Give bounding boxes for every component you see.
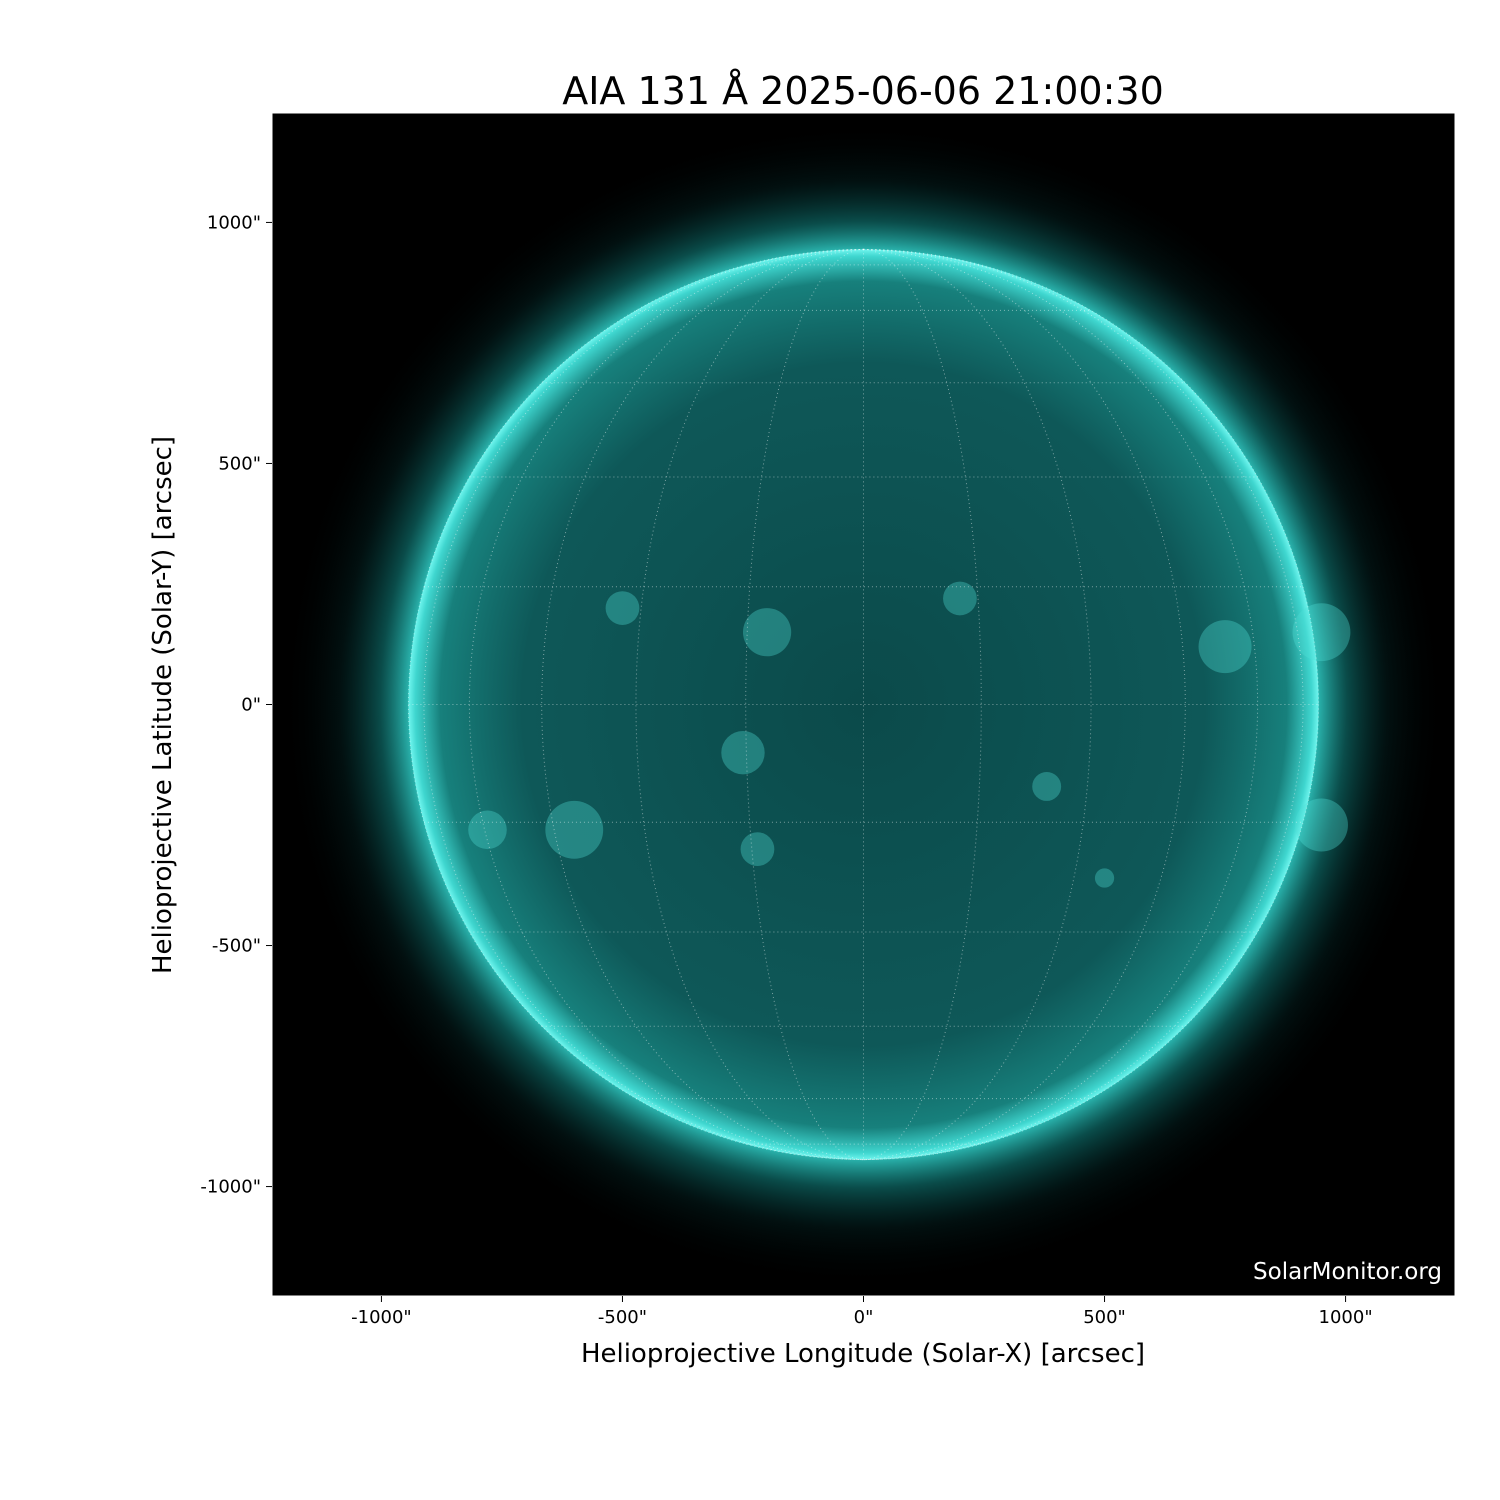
watermark: SolarMonitor.org bbox=[1253, 1259, 1442, 1285]
active-regions bbox=[468, 581, 1351, 888]
active-region bbox=[1094, 868, 1115, 888]
x-axis-ticks: -1000" -500" 0" 500" 1000" bbox=[351, 1296, 1373, 1328]
solar-disk bbox=[408, 249, 1319, 1160]
y-tick-label: 0" bbox=[241, 695, 261, 716]
y-tick-label: -500" bbox=[212, 936, 261, 957]
active-region bbox=[742, 608, 792, 657]
x-axis-label: Helioprojective Longitude (Solar-X) [arc… bbox=[581, 1339, 1145, 1369]
limb-line bbox=[407, 248, 1320, 1161]
x-tick-label: 500" bbox=[1083, 1307, 1126, 1328]
y-tick-label: 500" bbox=[218, 453, 261, 474]
active-region bbox=[1292, 603, 1351, 662]
active-region bbox=[545, 800, 604, 859]
plot-title: AIA 131 Å 2025-06-06 21:00:30 bbox=[562, 69, 1164, 113]
y-tick-label: 1000" bbox=[207, 212, 261, 233]
active-region bbox=[1198, 620, 1252, 674]
y-axis-ticks: 1000" 500" 0" -500" -1000" bbox=[200, 212, 272, 1198]
active-region bbox=[468, 810, 507, 850]
active-region bbox=[740, 832, 775, 866]
active-region bbox=[1032, 771, 1062, 801]
longitude-line bbox=[863, 248, 982, 1161]
active-region bbox=[605, 591, 640, 625]
y-axis-label: Helioprojective Latitude (Solar-Y) [arcs… bbox=[148, 436, 178, 974]
longitude-line bbox=[745, 248, 864, 1161]
active-region bbox=[1294, 798, 1348, 852]
x-tick-label: 1000" bbox=[1319, 1307, 1373, 1328]
active-region bbox=[943, 581, 977, 616]
active-region bbox=[721, 731, 765, 775]
x-tick-label: -1000" bbox=[351, 1307, 412, 1328]
x-tick-label: -500" bbox=[598, 1307, 647, 1328]
y-tick-label: -1000" bbox=[200, 1177, 261, 1198]
x-tick-label: 0" bbox=[854, 1307, 874, 1328]
heliographic-grid bbox=[407, 248, 1320, 1161]
